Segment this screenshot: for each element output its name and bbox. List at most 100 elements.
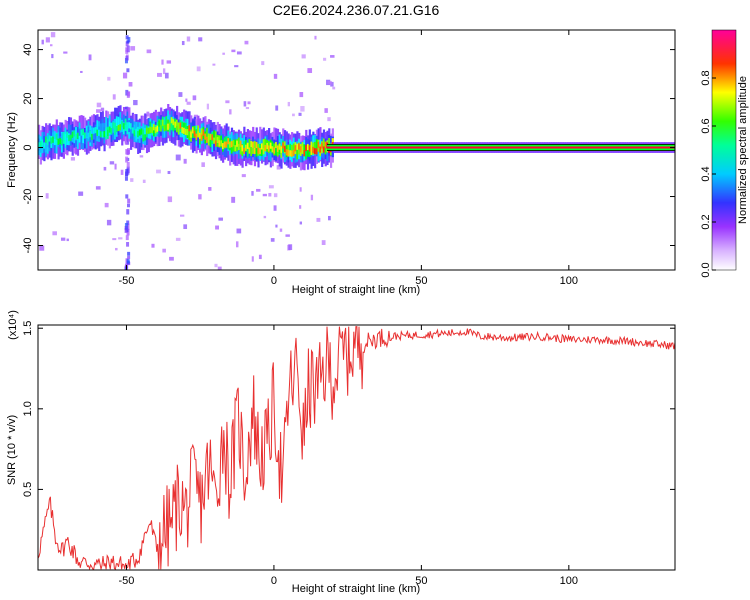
spectrogram-cell [214,140,218,147]
snr-x-label: Height of straight line (km) [292,583,420,595]
spectrogram-noise-cell [236,228,242,234]
spectrogram-cell [55,133,58,140]
spectrogram-cell [128,122,131,129]
spectrogram-cell [61,139,64,146]
spectrogram-noise-cell [70,157,76,161]
spectrogram-noise-cell [183,158,187,164]
spectrogram-cell [250,144,253,157]
spectrogram-cell [168,122,172,129]
spectrogram-noise-cell [96,102,102,108]
spectrogram-noise-cell [245,107,250,110]
spectrogram-noise-cell [279,228,283,232]
spectrogram-noise-cell [299,92,304,98]
spectrogram-cell [172,119,175,132]
spectrogram-cell [80,132,83,145]
spectrogram-noise-cell [112,94,116,100]
spectrogram-cell [209,135,212,148]
spectrogram-cell [124,118,127,131]
spectrogram-noise-cell [126,242,130,247]
spectrogram-cell [204,133,207,140]
spectrogram-cell [321,142,324,149]
spectrogram-cell [195,133,198,140]
spectrogram-cell [122,123,126,130]
spectrogram-cell [52,136,55,143]
spectrogram-cell [276,145,280,152]
spectrogram-noise-cell [162,68,166,75]
spectrogram-noise-cell [139,155,144,158]
spectrogram-cell [315,139,319,152]
spectrogram-cell [315,148,319,155]
spectrogram-noise-cell [310,194,314,201]
spectrogram-noise-cell [126,223,130,230]
spectrogram-cell [289,143,292,156]
snr-y-tick-label: 1.5 [22,321,34,336]
spectrogram-noise-cell [175,154,181,161]
spectrogram-noise-cell [298,112,302,116]
spectrogram-cell [121,121,124,128]
spectrogram-cell [105,129,108,136]
spectrogram-x-tick-label: 50 [415,275,427,287]
spectrogram-cell [328,137,331,150]
spectrogram-cell [38,142,41,149]
spectrogram-noise-cell [180,214,185,217]
spectrogram-cell [153,124,156,131]
spectrogram-noise-cell [151,243,155,248]
spectrogram-cell [252,141,255,154]
spectrogram-cell [273,147,276,154]
spectrogram-noise-cell [288,244,293,251]
spectrogram-noise-cell [328,215,331,221]
spectrogram-cell [140,128,143,135]
spectrogram-noise-cell [218,217,223,221]
spectrogram-noise-cell [126,220,130,225]
spectrogram-noise-cell [107,76,111,81]
spectrogram-noise-cell [241,174,246,178]
spectrogram-cell [234,145,237,152]
spectrogram-cell [105,116,108,138]
spectrogram-cell [193,130,196,137]
spectrogram-cell [48,135,51,142]
colorbar-tick-label: 0.2 [700,214,712,229]
spectrogram-cell [287,150,290,157]
spectrogram-cell [158,120,161,127]
spectrogram-cell [59,137,62,145]
spectrogram-cell [75,127,78,140]
spectrogram-cell [207,135,211,143]
colorbar-tick-label: 0.0 [700,262,712,277]
spectrogram-noise-cell [185,98,188,102]
spectrogram-noise-cell [124,225,128,231]
spectrogram-cell [229,141,232,148]
spectrogram-cell [283,145,287,152]
spectrogram-cell [222,143,225,150]
spectrogram-cell [306,143,310,151]
spectrogram-cell [165,116,168,129]
spectrogram-cell [209,133,212,140]
spectrogram-noise-cell [126,228,130,236]
spectrogram-noise-cell [125,156,129,163]
spectrogram-noise-cell [186,36,191,42]
spectrogram-noise-cell [270,238,275,242]
spectrogram-noise-cell [126,148,130,155]
spectrogram-noise-cell [142,179,146,183]
spectrogram-noise-cell [103,166,107,171]
spectrogram-noise-cell [125,149,129,155]
spectrogram-cell [246,144,249,157]
spectrogram-noise-cell [231,49,236,53]
spectrogram-cell [301,146,304,153]
spectrogram-cell [68,134,71,142]
spectrogram-noise-cell [301,54,306,59]
spectrogram-cell [252,141,255,148]
spectrogram-cell [167,123,170,130]
spectrogram-noise-cell [66,238,69,242]
spectrogram-cell [85,130,88,137]
spectrogram-noise-cell [109,161,115,165]
spectrogram-noise-cell [125,50,129,54]
spectrogram-noise-cell [332,86,336,90]
spectrogram-cell [170,117,173,124]
snr-y-scale-label: (x10⁴) [7,310,19,340]
spectrogram-noise-cell [262,193,267,197]
spectrogram-cell [299,146,303,153]
spectrogram-cell [108,126,111,133]
spectrogram-cell [73,131,76,144]
spectrogram-noise-cell [112,238,117,241]
colorbar: 0.0 0.2 0.4 0.6 0.8 Normalized spectral ampl… [700,29,749,278]
